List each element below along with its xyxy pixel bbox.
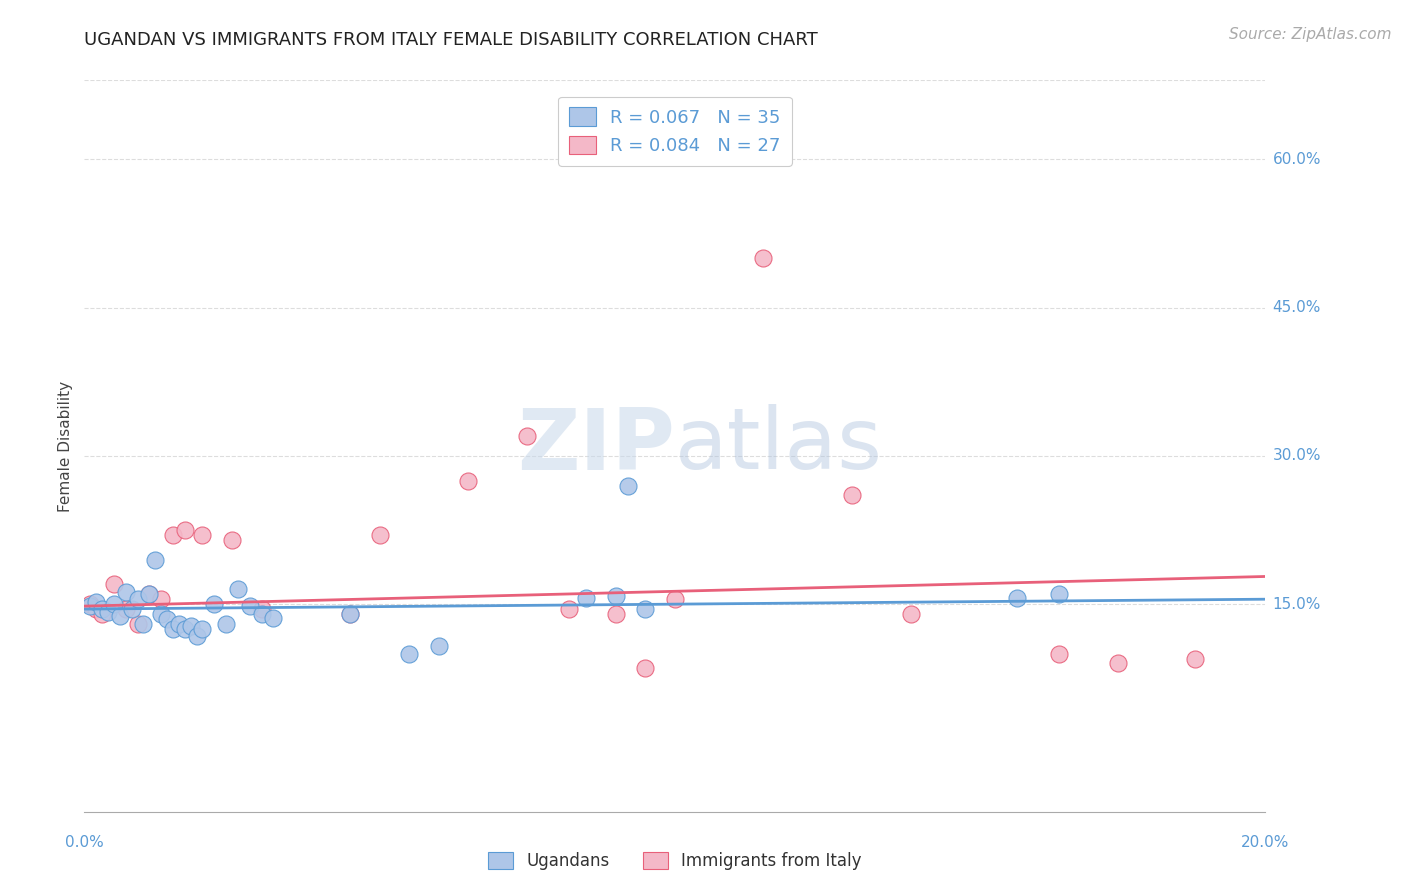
Point: [339, 607, 361, 621]
Point: [138, 587, 160, 601]
Point: [575, 591, 598, 606]
Point: [752, 251, 775, 265]
Point: [1107, 657, 1129, 671]
Point: [215, 616, 238, 631]
Point: [97, 605, 120, 619]
Point: [162, 622, 184, 636]
Text: 45.0%: 45.0%: [1272, 300, 1320, 315]
Point: [634, 602, 657, 616]
Point: [427, 639, 450, 653]
Text: UGANDAN VS IMMIGRANTS FROM ITALY FEMALE DISABILITY CORRELATION CHART: UGANDAN VS IMMIGRANTS FROM ITALY FEMALE …: [84, 31, 818, 49]
Point: [605, 589, 627, 603]
Point: [84, 602, 107, 616]
Point: [221, 533, 243, 547]
Point: [900, 607, 922, 621]
Point: [457, 474, 479, 488]
Point: [173, 622, 195, 636]
Text: 30.0%: 30.0%: [1272, 449, 1320, 463]
Point: [186, 629, 208, 643]
Point: [150, 592, 173, 607]
Point: [79, 597, 101, 611]
Point: [398, 647, 420, 661]
Point: [127, 616, 149, 631]
Point: [1047, 647, 1070, 661]
Point: [368, 528, 391, 542]
Text: ZIP: ZIP: [517, 404, 675, 488]
Point: [162, 528, 184, 542]
Text: 60.0%: 60.0%: [1272, 152, 1320, 167]
Point: [127, 592, 149, 607]
Point: [91, 602, 114, 616]
Point: [84, 595, 107, 609]
Y-axis label: Female Disability: Female Disability: [58, 380, 73, 512]
Text: atlas: atlas: [675, 404, 883, 488]
Text: 15.0%: 15.0%: [1272, 597, 1320, 612]
Point: [664, 592, 686, 607]
Point: [150, 607, 173, 621]
Point: [605, 607, 627, 621]
Point: [1007, 591, 1029, 606]
Point: [841, 488, 863, 502]
Point: [173, 523, 195, 537]
Point: [114, 602, 136, 616]
Point: [191, 528, 214, 542]
Point: [132, 616, 155, 631]
Text: 20.0%: 20.0%: [1241, 836, 1289, 850]
Point: [167, 616, 190, 631]
Text: 0.0%: 0.0%: [65, 836, 104, 850]
Point: [79, 599, 101, 614]
Point: [239, 599, 262, 614]
Point: [103, 577, 125, 591]
Point: [180, 619, 202, 633]
Text: Source: ZipAtlas.com: Source: ZipAtlas.com: [1229, 27, 1392, 42]
Point: [108, 609, 131, 624]
Point: [557, 602, 579, 616]
Point: [634, 661, 657, 675]
Point: [339, 607, 361, 621]
Point: [191, 622, 214, 636]
Point: [226, 582, 249, 597]
Point: [121, 602, 143, 616]
Point: [202, 597, 225, 611]
Point: [143, 552, 166, 566]
Point: [262, 611, 284, 625]
Point: [138, 587, 160, 601]
Point: [250, 607, 273, 621]
Point: [156, 612, 179, 626]
Point: [1047, 587, 1070, 601]
Point: [91, 607, 114, 621]
Point: [250, 602, 273, 616]
Point: [1184, 651, 1206, 665]
Point: [616, 478, 638, 492]
Point: [103, 597, 125, 611]
Point: [114, 585, 136, 599]
Legend: R = 0.067   N = 35, R = 0.084   N = 27: R = 0.067 N = 35, R = 0.084 N = 27: [558, 96, 792, 166]
Point: [516, 429, 538, 443]
